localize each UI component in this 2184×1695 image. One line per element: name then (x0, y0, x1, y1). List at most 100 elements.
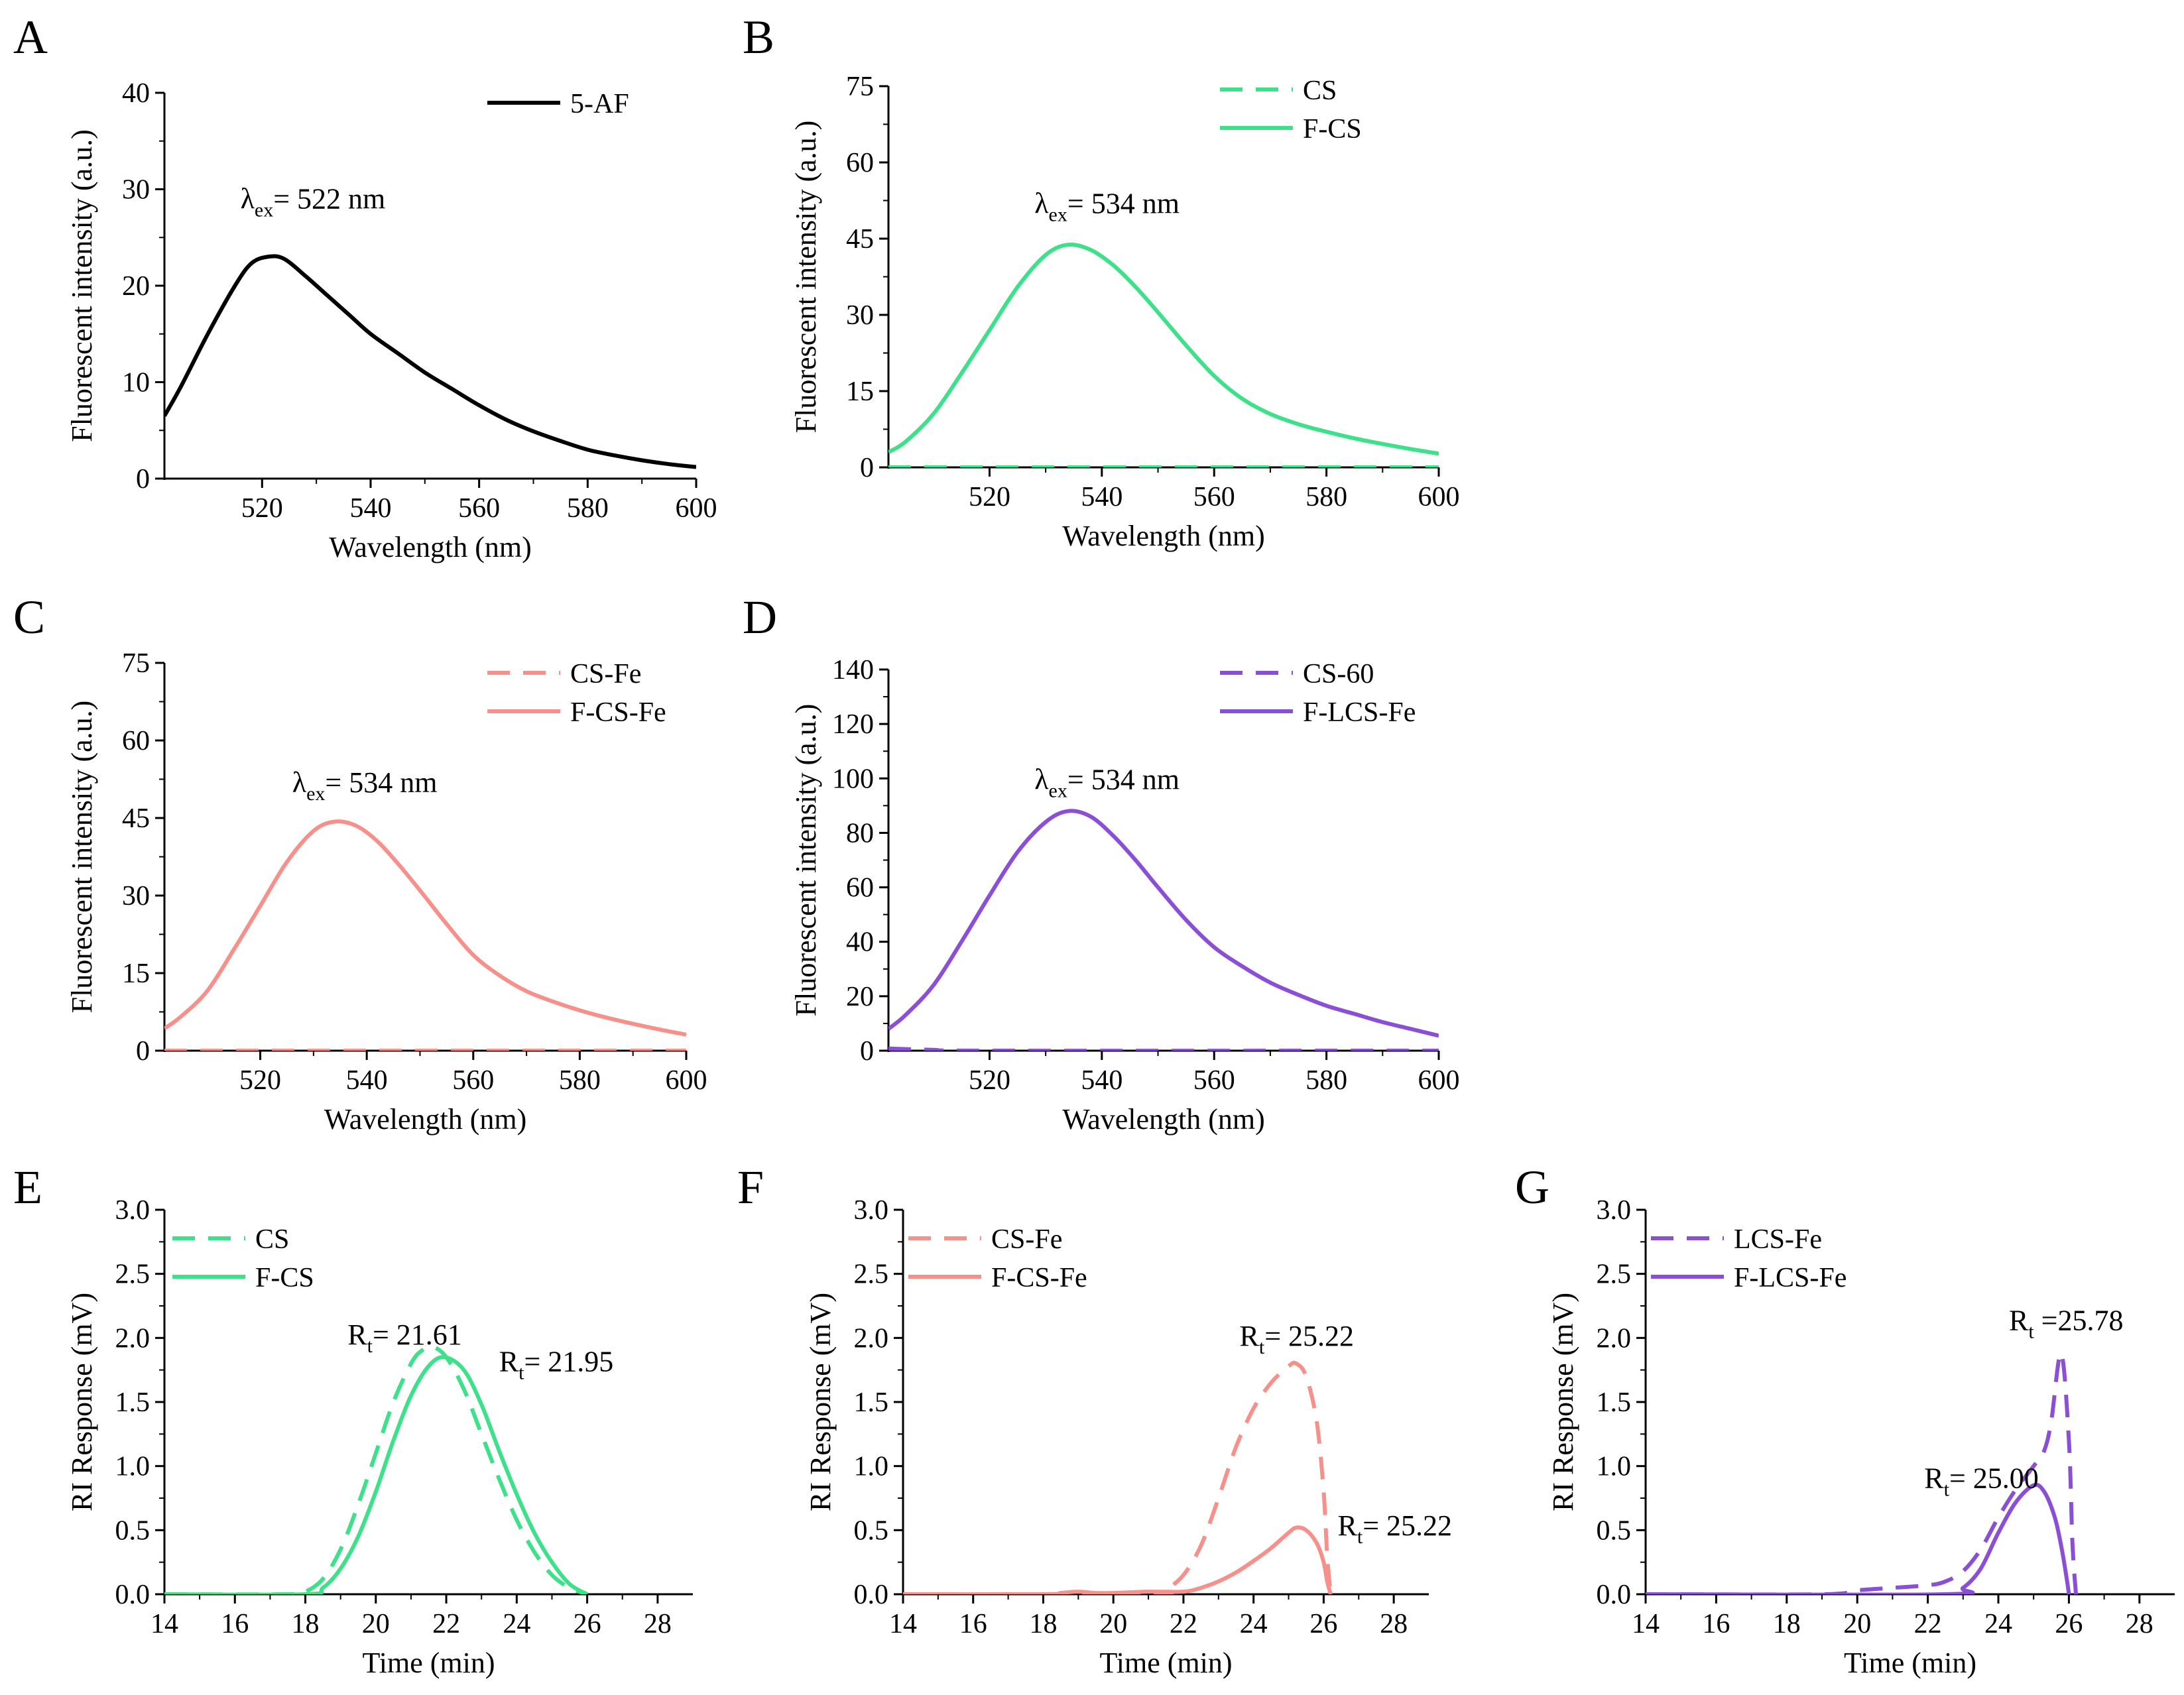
y-tick-label: 60 (846, 873, 874, 904)
x-tick-label: 26 (574, 1609, 601, 1639)
series-line-5-af (164, 254, 696, 469)
legend-label: 5-AF (570, 89, 629, 119)
annotation-label: λex= 534 nm (1034, 188, 1180, 226)
y-tick-label: 20 (846, 982, 874, 1012)
legend-label: F-CS (255, 1263, 314, 1293)
legend-label: F-CS-Fe (570, 697, 666, 728)
y-tick-label: 0.0 (854, 1580, 889, 1610)
annotation-label: Rt= 25.00 (1924, 1462, 2039, 1501)
legend-label: CS-Fe (570, 659, 641, 689)
x-tick-label: 580 (559, 1065, 601, 1096)
y-axis-label: Fluorescent intensity (a.u.) (790, 121, 822, 434)
y-tick-label: 3.0 (115, 1195, 151, 1226)
x-tick-label: 580 (1305, 482, 1347, 512)
annotation-label: Rt= 21.95 (499, 1346, 614, 1384)
y-tick-label: 0 (860, 453, 874, 483)
x-tick-label: 580 (1305, 1065, 1347, 1096)
y-tick-label: 0 (136, 464, 150, 495)
legend-label: CS-Fe (991, 1224, 1062, 1255)
panel-d: D 520 540 560 580 600 0 20 40 60 80 100 120 140 Wavele… (743, 591, 1460, 1136)
panel-letter-c: C (13, 591, 45, 644)
x-tick-label: 14 (151, 1609, 178, 1639)
legend-label: CS (1303, 76, 1337, 106)
x-tick-label: 22 (432, 1609, 460, 1639)
x-tick-label: 24 (503, 1609, 530, 1639)
legend-label: CS-60 (1303, 659, 1374, 689)
panel-letter-b: B (743, 11, 774, 64)
y-tick-label: 1.5 (1597, 1387, 1632, 1418)
x-tick-label: 28 (2126, 1609, 2154, 1639)
x-tick-label: 560 (1193, 482, 1235, 512)
legend-label: F-CS (1303, 114, 1362, 145)
y-tick-label: 2.0 (115, 1323, 151, 1354)
y-tick-label: 20 (122, 271, 150, 302)
x-axis-label: Time (min) (1844, 1647, 1976, 1679)
x-tick-label: 24 (1240, 1609, 1268, 1639)
y-axis-label: RI Response (mV) (1547, 1293, 1579, 1511)
x-tick-label: 600 (676, 493, 717, 524)
x-tick-label: 18 (1029, 1609, 1057, 1639)
legend-label: F-LCS-Fe (1734, 1263, 1847, 1293)
panel-e: E 14 16 18 20 22 24 26 28 0.0 0.5 1.0 1.5 2.0 2.5 3.0 Ti… (13, 1161, 693, 1679)
x-axis-label: Time (min) (362, 1647, 495, 1679)
y-tick-label: 60 (846, 148, 874, 178)
y-tick-label: 10 (122, 368, 150, 398)
x-tick-label: 24 (1984, 1609, 2012, 1639)
panel-g: G 14 16 18 20 22 24 26 28 0.0 0.5 1.0 1.5 2.0 2.5 3.0 Ti… (1515, 1161, 2175, 1679)
x-tick-label: 520 (969, 482, 1010, 512)
series-line-f-cs (888, 242, 1439, 456)
y-tick-label: 30 (122, 881, 150, 911)
x-tick-label: 16 (1702, 1609, 1730, 1639)
x-axis-label: Wavelength (nm) (329, 531, 532, 563)
x-tick-label: 540 (349, 493, 391, 524)
y-tick-label: 80 (846, 818, 874, 848)
x-tick-label: 22 (1170, 1609, 1197, 1639)
y-tick-label: 15 (122, 959, 150, 989)
series-line-f-cs (164, 1355, 589, 1594)
series-line-f-cs-fe (903, 1525, 1333, 1594)
x-tick-label: 600 (1418, 482, 1460, 512)
panel-letter-f: F (737, 1161, 764, 1214)
annotation-label: Rt =25.78 (2009, 1305, 2124, 1343)
y-tick-label: 140 (832, 655, 874, 685)
y-tick-label: 3.0 (854, 1195, 889, 1226)
x-tick-label: 560 (1193, 1065, 1235, 1096)
y-tick-label: 0.5 (854, 1515, 889, 1546)
panel-letter-a: A (13, 11, 48, 64)
x-tick-label: 14 (889, 1609, 917, 1639)
x-tick-label: 600 (666, 1065, 707, 1096)
x-tick-label: 540 (1081, 482, 1122, 512)
y-tick-label: 1.0 (854, 1452, 889, 1482)
y-tick-label: 2.0 (1597, 1323, 1632, 1354)
y-tick-label: 1.5 (115, 1387, 151, 1418)
y-tick-label: 3.0 (1597, 1195, 1632, 1226)
y-tick-label: 0.5 (115, 1515, 151, 1546)
y-axis-label: Fluorescent intensity (a.u.) (790, 704, 822, 1017)
y-tick-label: 0.5 (1597, 1515, 1632, 1546)
x-tick-label: 560 (452, 1065, 494, 1096)
x-tick-label: 580 (567, 493, 609, 524)
y-tick-label: 40 (122, 78, 150, 109)
x-tick-label: 16 (959, 1609, 987, 1639)
y-tick-label: 1.5 (854, 1387, 889, 1418)
x-tick-label: 20 (362, 1609, 390, 1639)
annotation-label: Rt= 25.22 (1338, 1509, 1453, 1548)
panel-letter-d: D (743, 591, 777, 644)
panel-letter-g: G (1515, 1161, 1549, 1214)
x-tick-label: 560 (458, 493, 500, 524)
x-axis-label: Wavelength (nm) (1062, 520, 1265, 552)
y-tick-label: 0.0 (1597, 1580, 1632, 1610)
series-line-cs (164, 1344, 588, 1594)
annotation-label: λex= 522 nm (241, 183, 386, 221)
y-tick-label: 2.5 (115, 1259, 151, 1290)
y-axis-label: RI Response (mV) (804, 1293, 837, 1511)
y-tick-label: 2.0 (854, 1323, 889, 1354)
y-tick-label: 0.0 (115, 1580, 151, 1610)
y-tick-label: 40 (846, 927, 874, 958)
x-tick-label: 26 (1309, 1609, 1337, 1639)
x-tick-label: 16 (221, 1609, 249, 1639)
panel-a: A 520 540 560 580 600 0 10 20 30 40 Wavelength (nm)… (13, 11, 717, 563)
y-tick-label: 30 (122, 175, 150, 205)
y-tick-label: 60 (122, 726, 150, 756)
